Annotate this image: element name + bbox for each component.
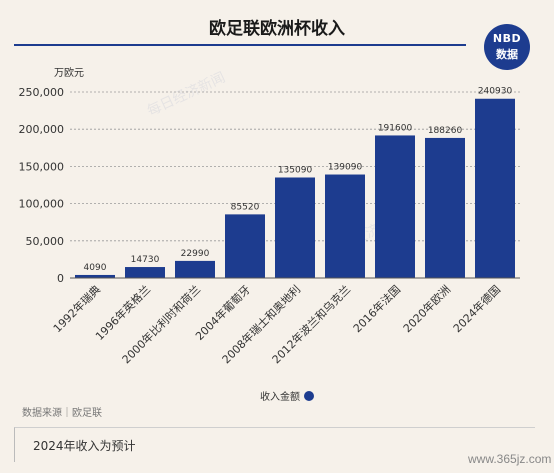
- logo-text-bottom: 数据: [496, 48, 518, 61]
- site-watermark: www.365jz.com: [468, 452, 552, 466]
- note-box: 2024年收入为预计: [14, 427, 535, 462]
- data-source: 数据来源｜欧足联: [22, 408, 102, 419]
- legend-marker: [304, 391, 314, 401]
- legend-label: 收入金额: [260, 390, 300, 403]
- bar: [175, 260, 215, 278]
- y-unit-label: 万欧元: [54, 67, 84, 79]
- nbd-logo: NBD 数据: [484, 24, 530, 70]
- bar: [375, 135, 415, 278]
- data-label: 135090: [278, 165, 313, 175]
- data-label: 191600: [378, 123, 413, 133]
- y-tick-label: 200,000: [19, 123, 65, 136]
- bar: [325, 174, 365, 278]
- bar: [225, 214, 265, 278]
- bar: [475, 98, 515, 278]
- bar: [75, 274, 115, 278]
- data-label: 4090: [84, 263, 107, 273]
- bar: [425, 137, 465, 278]
- x-tick-label: 2016年法国: [350, 282, 403, 335]
- watermark-text: 每日经济新闻: [145, 70, 228, 120]
- x-tick-label: 2024年德国: [450, 282, 503, 335]
- y-tick-label: 150,000: [19, 160, 65, 173]
- data-label: 188260: [428, 126, 463, 136]
- data-label: 22990: [181, 249, 210, 259]
- bar-chart: 每日经济新闻每日经济新闻万欧元050,000100,000150,000200,…: [19, 67, 520, 403]
- data-label: 139090: [328, 163, 363, 173]
- data-label: 14730: [131, 255, 160, 265]
- data-label: 85520: [231, 202, 260, 212]
- y-tick-label: 250,000: [19, 86, 65, 99]
- y-tick-label: 0: [57, 272, 64, 285]
- title-divider: [14, 44, 466, 46]
- data-label: 240930: [478, 87, 513, 97]
- y-tick-label: 50,000: [26, 235, 65, 248]
- x-tick-label: 1992年瑞典: [50, 282, 103, 335]
- bar: [275, 177, 315, 278]
- chart-title: 欧足联欧洲杯收入: [209, 19, 345, 39]
- logo-text-top: NBD: [492, 32, 522, 45]
- note-text: 2024年收入为预计: [33, 439, 136, 453]
- x-tick-label: 2020年欧洲: [400, 282, 453, 335]
- y-tick-label: 100,000: [19, 198, 65, 211]
- bar: [125, 267, 165, 278]
